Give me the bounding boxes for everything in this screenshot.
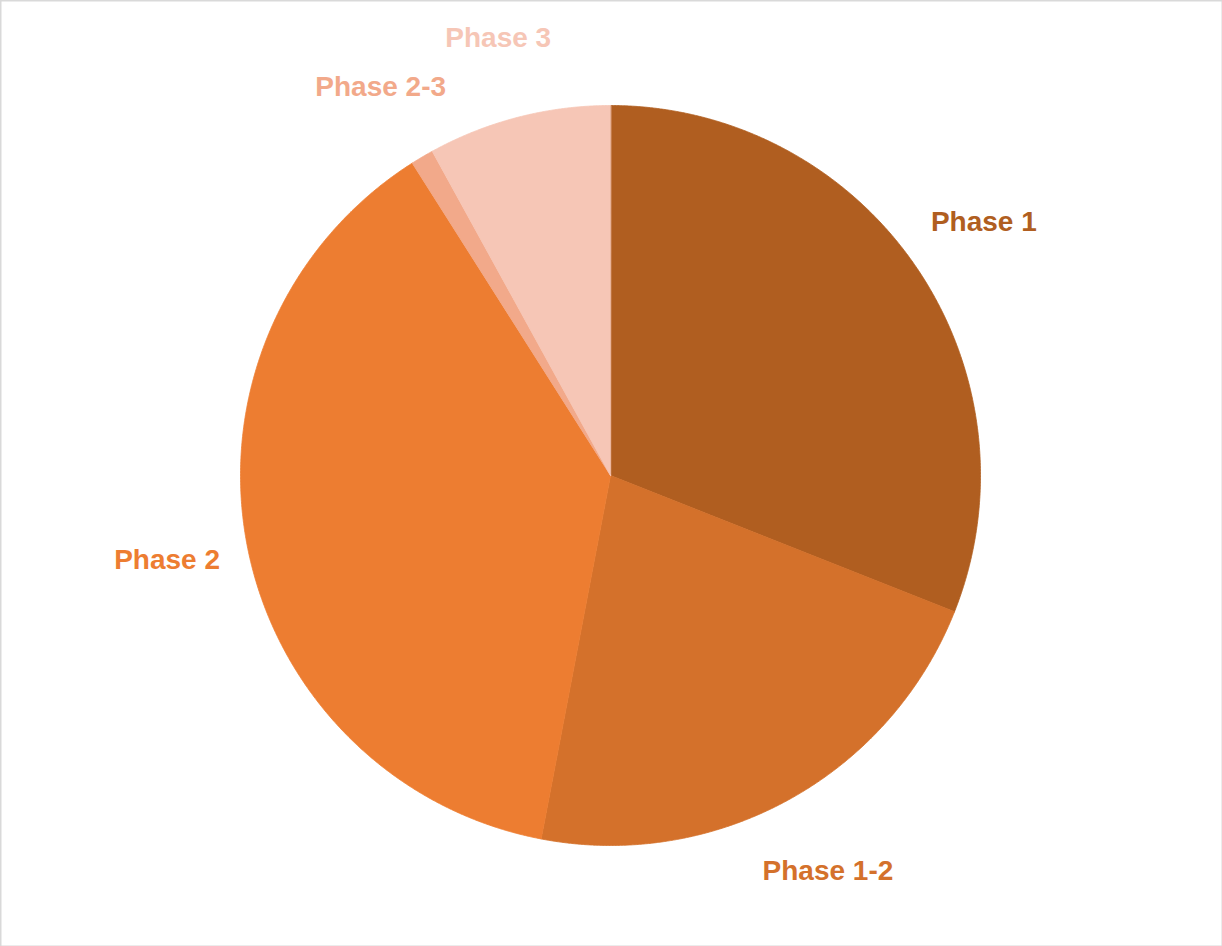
svg-text:Phase 1: Phase 1 <box>931 206 1037 237</box>
svg-text:Phase 2: Phase 2 <box>114 544 220 575</box>
svg-text:Phase 2-3: Phase 2-3 <box>315 71 446 102</box>
svg-text:Phase 1-2: Phase 1-2 <box>763 855 894 886</box>
svg-text:Phase 3: Phase 3 <box>445 22 551 53</box>
